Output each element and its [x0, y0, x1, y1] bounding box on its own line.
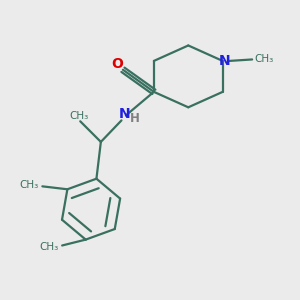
Text: CH₃: CH₃: [254, 55, 274, 64]
Text: CH₃: CH₃: [39, 242, 58, 252]
Text: N: N: [118, 107, 130, 121]
Text: CH₃: CH₃: [20, 180, 39, 190]
Text: CH₃: CH₃: [69, 111, 88, 121]
Text: H: H: [130, 112, 140, 125]
Text: N: N: [219, 54, 231, 68]
Text: O: O: [112, 58, 124, 71]
